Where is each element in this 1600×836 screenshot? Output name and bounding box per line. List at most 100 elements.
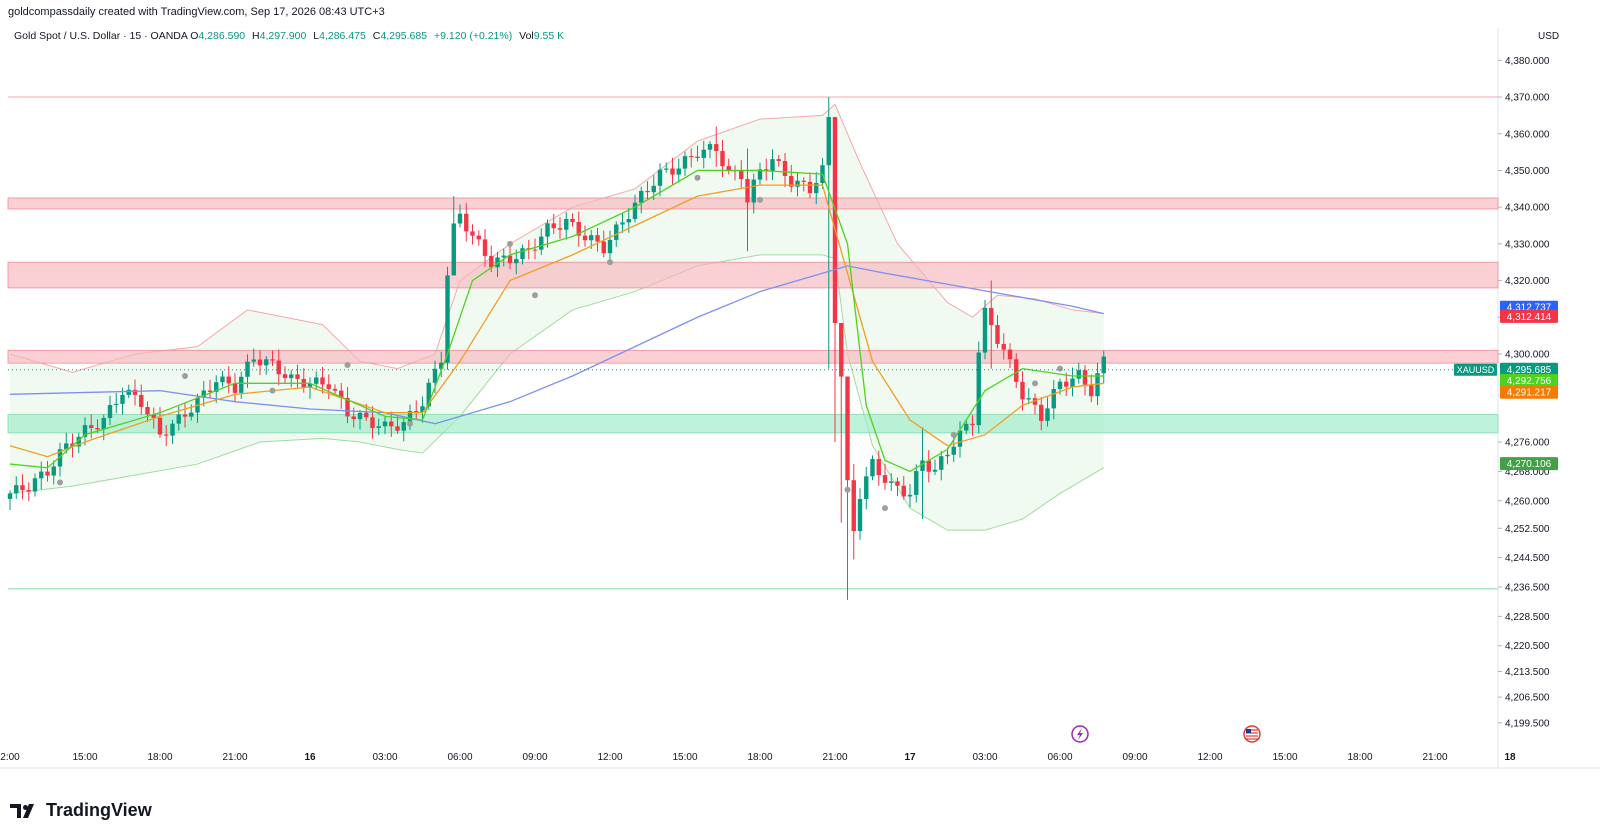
candle-body: [657, 169, 663, 186]
symbol-tag: XAUUSD: [1457, 365, 1495, 375]
candle-body: [1007, 349, 1013, 360]
candle-body: [295, 374, 300, 379]
candle-body: [839, 322, 844, 377]
candle-body: [770, 159, 775, 171]
moving-average-blue: [9, 265, 1104, 425]
candle-body: [232, 383, 238, 393]
open-value: 4,286.590: [198, 30, 246, 42]
candle-body: [970, 423, 975, 426]
candle-body: [776, 159, 781, 162]
y-tick-label: 4,320.000: [1505, 276, 1550, 287]
candle-body: [826, 117, 831, 166]
candle-body: [632, 202, 638, 219]
x-tick-label: 03:00: [972, 752, 997, 763]
candle-body: [270, 359, 275, 361]
candle-body: [645, 190, 650, 193]
candle-body: [1039, 404, 1044, 421]
candle-body: [701, 149, 706, 158]
x-tick-label: 15:00: [1272, 752, 1297, 763]
candle-body: [801, 180, 806, 182]
candle-body: [214, 382, 219, 392]
candle-body: [364, 412, 369, 418]
y-tick-label: 4,252.500: [1505, 524, 1550, 535]
candle-body: [357, 412, 363, 420]
candle-body: [257, 359, 263, 366]
signal-marker: [57, 479, 63, 486]
volume-value: 9.55 K: [533, 30, 565, 42]
candle-body: [589, 235, 594, 241]
candle-body: [370, 417, 375, 428]
candle-body: [1045, 408, 1050, 421]
y-tick-label: 4,206.500: [1505, 693, 1550, 704]
candle-body: [757, 169, 763, 180]
price-label: 4,270.106: [1507, 459, 1552, 470]
candle-body: [889, 481, 894, 483]
candle-body: [320, 377, 325, 385]
signal-marker: [757, 196, 763, 203]
candle-body: [814, 183, 819, 194]
candle-body: [176, 414, 181, 424]
x-tick-label: 2:00: [0, 752, 20, 763]
candle-body: [620, 222, 625, 225]
candle-body: [401, 422, 406, 431]
candle-body: [332, 388, 338, 391]
price-label: 4,291.217: [1507, 388, 1552, 399]
x-tick-label: 15:00: [72, 752, 97, 763]
candle-body: [651, 185, 656, 193]
candle-body: [264, 359, 269, 366]
candle-body: [682, 156, 688, 169]
bollinger-upper-line: [9, 103, 1104, 373]
signal-marker: [882, 505, 888, 512]
low-value: 4,286.475: [319, 30, 366, 42]
y-tick-label: 4,360.000: [1505, 129, 1550, 140]
candle-body: [307, 383, 313, 388]
candle-body: [676, 168, 681, 175]
candle-body: [664, 168, 669, 170]
x-tick-label: 09:00: [1122, 752, 1147, 763]
candle-body: [95, 428, 100, 430]
candle-body: [326, 384, 331, 389]
candle-body: [82, 425, 88, 437]
x-tick-label: 06:00: [447, 752, 472, 763]
candle-body: [1026, 398, 1031, 400]
candle-body: [795, 180, 800, 187]
bollinger-lower-line: [9, 254, 1105, 531]
candle-body: [382, 421, 388, 427]
candle-body: [926, 460, 931, 472]
candle-body: [114, 403, 119, 406]
candle-body: [751, 179, 756, 203]
candle-body: [432, 368, 438, 383]
x-tick-label: 12:00: [597, 752, 622, 763]
y-tick-label: 4,236.500: [1505, 583, 1550, 594]
tradingview-logo[interactable]: TradingView: [10, 800, 152, 821]
y-tick-label: 4,370.000: [1505, 93, 1550, 104]
candle-body: [639, 190, 644, 203]
signal-marker: [950, 431, 957, 438]
candle-body: [932, 469, 938, 472]
change-value: +9.120 (+0.21%): [434, 30, 513, 42]
candle-body: [1064, 381, 1069, 387]
signal-marker: [532, 292, 538, 299]
x-tick-label: 06:00: [1047, 752, 1072, 763]
candle-body: [626, 218, 631, 223]
candle-body: [76, 436, 81, 447]
x-tick-label: 21:00: [822, 752, 847, 763]
candle-body: [976, 352, 981, 426]
candle-body: [551, 223, 556, 229]
candle-body: [107, 405, 113, 418]
signal-marker: [269, 387, 276, 394]
candle-body: [945, 454, 950, 457]
y-tick-label: 4,244.500: [1505, 553, 1550, 564]
candle-body: [351, 416, 356, 420]
candle-body: [457, 213, 463, 224]
signal-marker: [507, 240, 513, 247]
candle-body: [314, 377, 319, 384]
candle-body: [1101, 356, 1106, 374]
candle-body: [739, 170, 744, 180]
candle-body: [201, 390, 206, 398]
x-tick-label: 18:00: [1347, 752, 1372, 763]
price-label-box: [1500, 309, 1558, 323]
candle-body: [464, 213, 469, 232]
candle-body: [545, 223, 550, 237]
